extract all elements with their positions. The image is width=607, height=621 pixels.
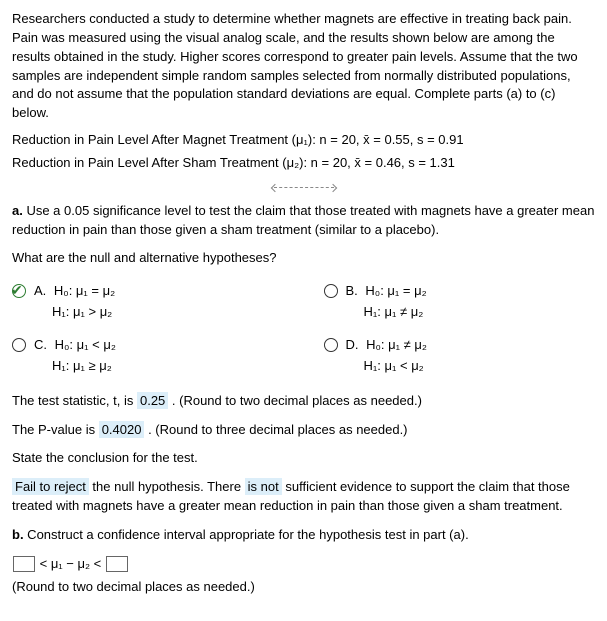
- option-d[interactable]: D. H₀: μ₁ ≠ μ₂ H₁: μ₁ < μ₂: [324, 336, 596, 376]
- magnet-stats: Reduction in Pain Level After Magnet Tre…: [12, 131, 595, 150]
- option-b[interactable]: B. H₀: μ₁ = μ₂ H₁: μ₁ ≠ μ₂: [324, 282, 596, 322]
- pval-pre: The P-value is: [12, 422, 99, 437]
- tstat-line: The test statistic, t, is 0.25 . (Round …: [12, 392, 595, 411]
- conclusion-mid1: the null hypothesis. There: [89, 479, 245, 494]
- pval-post: . (Round to three decimal places as need…: [144, 422, 407, 437]
- option-b-h0: H₀: μ₁ = μ₂: [365, 283, 426, 298]
- conclusion-isnot: is not: [245, 478, 282, 495]
- part-b-prompt: b. Construct a confidence interval appro…: [12, 526, 595, 545]
- option-c[interactable]: C. H₀: μ₁ < μ₂ H₁: μ₁ ≥ μ₂: [12, 336, 284, 376]
- option-d-h1: H₁: μ₁ < μ₂: [346, 357, 596, 376]
- tstat-value: 0.25: [137, 392, 168, 409]
- state-conclusion-label: State the conclusion for the test.: [12, 449, 595, 468]
- section-divider: [274, 187, 334, 188]
- option-a-label: A.: [34, 283, 46, 298]
- round-note: (Round to two decimal places as needed.): [12, 578, 595, 597]
- tstat-post: . (Round to two decimal places as needed…: [168, 393, 422, 408]
- ci-mid: < μ₁ − μ₂ <: [36, 556, 105, 571]
- option-c-h0: H₀: μ₁ < μ₂: [55, 337, 116, 352]
- conclusion-text: Fail to reject the null hypothesis. Ther…: [12, 478, 595, 516]
- confidence-interval: < μ₁ − μ₂ <: [12, 555, 595, 574]
- option-d-h0: H₀: μ₁ ≠ μ₂: [366, 337, 427, 352]
- ci-upper-input[interactable]: [106, 556, 128, 572]
- radio-a[interactable]: [12, 284, 26, 298]
- option-d-label: D.: [346, 337, 359, 352]
- options-grid: A. H₀: μ₁ = μ₂ H₁: μ₁ > μ₂ B. H₀: μ₁ = μ…: [12, 282, 595, 375]
- option-a[interactable]: A. H₀: μ₁ = μ₂ H₁: μ₁ > μ₂: [12, 282, 284, 322]
- conclusion-reject: Fail to reject: [12, 478, 89, 495]
- sham-stats: Reduction in Pain Level After Sham Treat…: [12, 154, 595, 173]
- part-a-prompt: a. Use a 0.05 significance level to test…: [12, 202, 595, 240]
- pvalue-line: The P-value is 0.4020 . (Round to three …: [12, 421, 595, 440]
- option-c-label: C.: [34, 337, 47, 352]
- option-b-h1: H₁: μ₁ ≠ μ₂: [346, 303, 596, 322]
- radio-b[interactable]: [324, 284, 338, 298]
- option-a-h1: H₁: μ₁ > μ₂: [34, 303, 284, 322]
- intro-paragraph: Researchers conducted a study to determi…: [12, 10, 595, 123]
- option-c-h1: H₁: μ₁ ≥ μ₂: [34, 357, 284, 376]
- hypothesis-question: What are the null and alternative hypoth…: [12, 249, 595, 268]
- ci-lower-input[interactable]: [13, 556, 35, 572]
- radio-d[interactable]: [324, 338, 338, 352]
- option-b-label: B.: [346, 283, 358, 298]
- tstat-pre: The test statistic, t, is: [12, 393, 137, 408]
- pval-value: 0.4020: [99, 421, 145, 438]
- option-a-h0: H₀: μ₁ = μ₂: [54, 283, 115, 298]
- radio-c[interactable]: [12, 338, 26, 352]
